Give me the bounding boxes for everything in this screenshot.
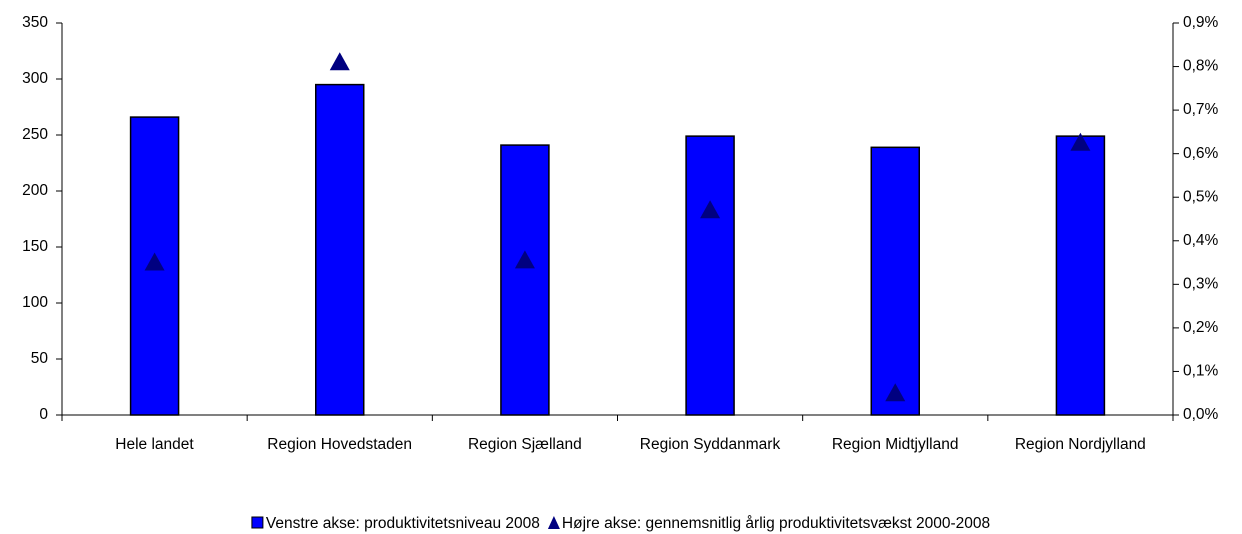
y2-tick-label: 0,0% xyxy=(1183,406,1219,423)
y-tick-label: 150 xyxy=(22,238,48,255)
triangle-marker xyxy=(885,383,906,402)
legend-label: Højre akse: gennemsnitlig årlig produkti… xyxy=(562,515,990,532)
legend-swatch xyxy=(251,516,264,529)
y2-tick-label: 0,2% xyxy=(1183,319,1219,336)
legend-label: Venstre akse: produktivitetsniveau 2008 xyxy=(266,515,540,532)
y2-tick-label: 0,4% xyxy=(1183,232,1219,249)
x-tick-label: Region Midtjylland xyxy=(831,436,959,453)
triangle-marker xyxy=(514,250,535,269)
y-tick-label: 200 xyxy=(22,182,48,199)
triangle-marker xyxy=(329,52,350,71)
bar xyxy=(315,83,365,416)
bar xyxy=(500,144,550,416)
y2-tick-label: 0,6% xyxy=(1183,145,1219,162)
triangle-marker xyxy=(700,200,721,219)
x-tick-label: Region Nordjylland xyxy=(1014,436,1146,453)
x-tick-label: Region Hovedstaden xyxy=(267,436,413,453)
bar xyxy=(870,146,920,416)
y-tick-label: 100 xyxy=(22,294,48,311)
triangle-marker xyxy=(144,252,165,271)
x-tick-label: Region Syddanmark xyxy=(639,436,781,453)
bar xyxy=(685,135,735,416)
y-tick-label: 300 xyxy=(22,70,48,87)
x-tick-label: Region Sjælland xyxy=(467,436,582,453)
y-tick-label: 350 xyxy=(22,14,48,31)
y-tick-label: 250 xyxy=(22,126,48,143)
x-tick-label: Hele landet xyxy=(115,436,194,453)
y2-tick-label: 0,5% xyxy=(1183,188,1219,205)
y2-tick-label: 0,1% xyxy=(1183,363,1219,380)
y2-tick-label: 0,7% xyxy=(1183,101,1219,118)
y2-tick-label: 0,3% xyxy=(1183,275,1219,292)
triangle-marker xyxy=(1070,132,1091,151)
legend: Venstre akse: produktivitetsniveau 2008 H… xyxy=(251,515,990,532)
y2-tick-label: 0,9% xyxy=(1183,14,1219,31)
y-tick-label: 50 xyxy=(31,350,49,367)
legend-swatch xyxy=(547,516,560,529)
y-tick-label: 0 xyxy=(39,406,48,423)
bar xyxy=(1055,135,1106,416)
y2-tick-label: 0,8% xyxy=(1183,58,1219,75)
